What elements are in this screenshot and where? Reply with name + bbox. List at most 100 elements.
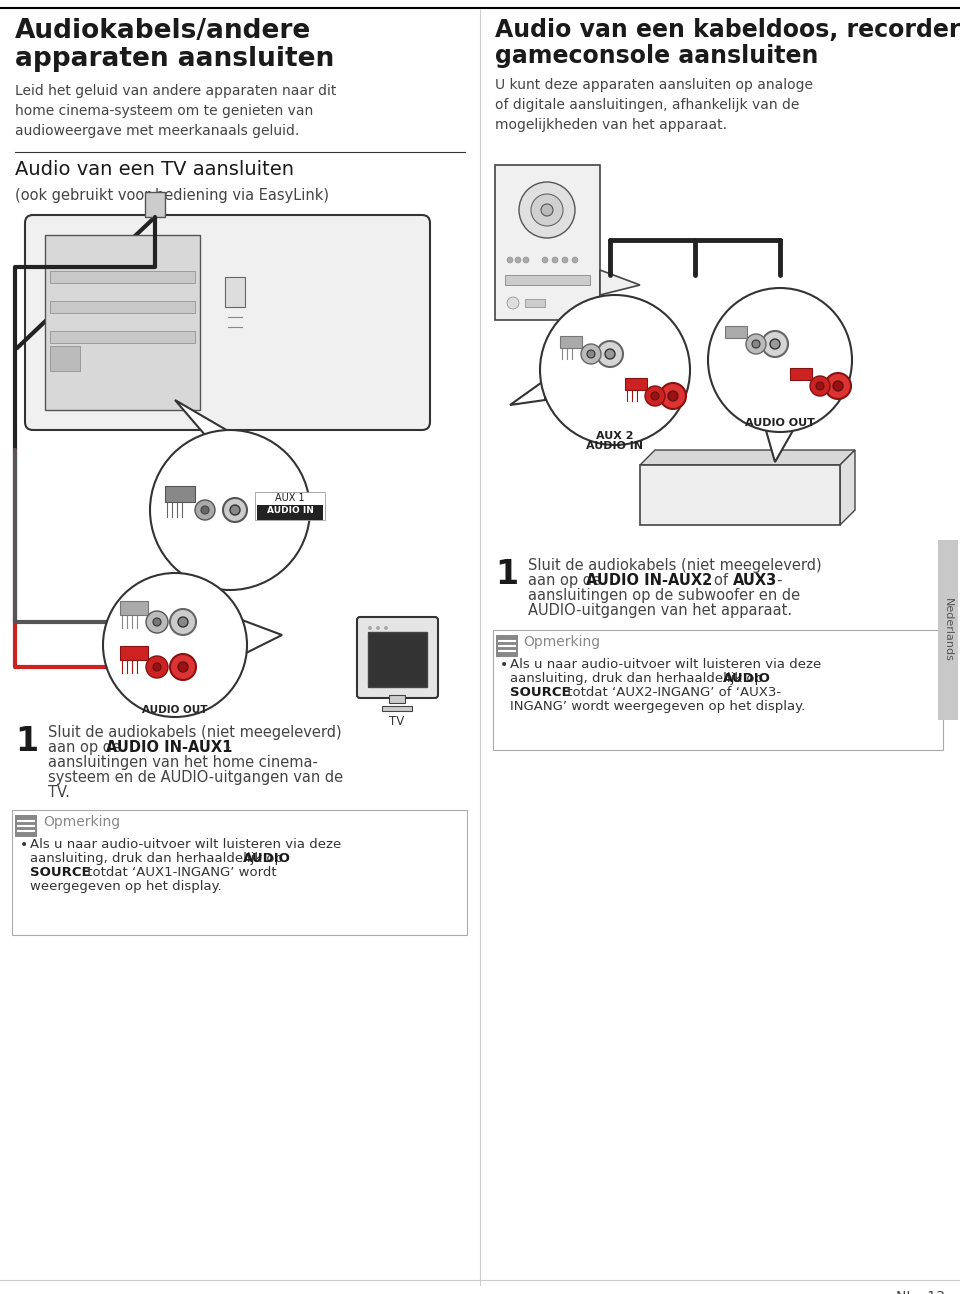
Circle shape xyxy=(542,258,548,263)
Text: •: • xyxy=(20,839,28,851)
Text: TV: TV xyxy=(390,716,404,729)
Text: AUX3: AUX3 xyxy=(733,573,778,587)
Bar xyxy=(120,646,148,660)
Text: TV.: TV. xyxy=(48,785,70,800)
Circle shape xyxy=(605,349,615,358)
Bar xyxy=(50,331,195,343)
Bar xyxy=(120,600,148,615)
Bar xyxy=(389,695,405,703)
Text: AUDIO IN: AUDIO IN xyxy=(267,506,313,515)
Circle shape xyxy=(376,626,380,630)
Bar xyxy=(640,465,840,525)
Circle shape xyxy=(201,506,209,514)
Text: (ook gebruikt voor bediening via EasyLink): (ook gebruikt voor bediening via EasyLin… xyxy=(15,188,329,203)
Text: Leid het geluid van andere apparaten naar dit
home cinema-systeem om te genieten: Leid het geluid van andere apparaten naa… xyxy=(15,84,336,138)
Bar xyxy=(625,378,647,389)
Text: aansluiting, druk dan herhaaldelijk op: aansluiting, druk dan herhaaldelijk op xyxy=(510,672,767,685)
Circle shape xyxy=(816,382,824,389)
Circle shape xyxy=(572,258,578,263)
Circle shape xyxy=(531,194,563,226)
Circle shape xyxy=(170,609,196,635)
Bar xyxy=(255,492,325,520)
Text: Sluit de audiokabels (niet meegeleverd): Sluit de audiokabels (niet meegeleverd) xyxy=(528,558,822,573)
Bar xyxy=(495,166,600,320)
Text: totdat ‘AUX1-INGANG’ wordt: totdat ‘AUX1-INGANG’ wordt xyxy=(83,866,276,879)
Text: INGANG’ wordt weergegeven op het display.: INGANG’ wordt weergegeven op het display… xyxy=(510,700,805,713)
Circle shape xyxy=(587,349,595,358)
Circle shape xyxy=(507,298,519,309)
Text: Opmerking: Opmerking xyxy=(43,815,120,829)
Text: Als u naar audio-uitvoer wilt luisteren via deze: Als u naar audio-uitvoer wilt luisteren … xyxy=(30,839,341,851)
Text: •: • xyxy=(500,659,508,672)
Text: AUDIO IN-AUX2: AUDIO IN-AUX2 xyxy=(586,573,712,587)
Text: U kunt deze apparaten aansluiten op analoge
of digitale aansluitingen, afhankeli: U kunt deze apparaten aansluiten op anal… xyxy=(495,78,813,132)
Text: totdat ‘AUX2-INGANG’ of ‘AUX3-: totdat ‘AUX2-INGANG’ of ‘AUX3- xyxy=(563,686,781,699)
Text: Audio van een kabeldoos, recorder of: Audio van een kabeldoos, recorder of xyxy=(495,18,960,41)
Text: 1: 1 xyxy=(495,558,518,591)
Polygon shape xyxy=(175,400,235,435)
Bar xyxy=(560,336,582,348)
Text: Opmerking: Opmerking xyxy=(523,635,600,650)
Circle shape xyxy=(519,182,575,238)
Bar xyxy=(368,631,427,687)
Circle shape xyxy=(668,391,678,401)
Text: aansluitingen van het home cinema-: aansluitingen van het home cinema- xyxy=(48,754,318,770)
Text: Sluit de audiokabels (niet meegeleverd): Sluit de audiokabels (niet meegeleverd) xyxy=(48,725,342,740)
Circle shape xyxy=(170,653,196,681)
Circle shape xyxy=(178,663,188,672)
Circle shape xyxy=(368,626,372,630)
Circle shape xyxy=(541,204,553,216)
Bar xyxy=(725,326,747,338)
Circle shape xyxy=(645,386,665,406)
Bar xyxy=(45,236,200,410)
Text: AUX 1: AUX 1 xyxy=(276,493,305,503)
Bar xyxy=(165,487,195,502)
Circle shape xyxy=(810,377,830,396)
Text: AUDIO IN: AUDIO IN xyxy=(587,441,643,452)
Circle shape xyxy=(146,611,168,633)
Circle shape xyxy=(230,505,240,515)
Text: AUDIO-uitgangen van het apparaat.: AUDIO-uitgangen van het apparaat. xyxy=(528,603,792,619)
Bar xyxy=(50,345,80,371)
Polygon shape xyxy=(765,427,795,462)
Polygon shape xyxy=(242,620,282,655)
Circle shape xyxy=(833,380,843,391)
Circle shape xyxy=(178,617,188,628)
Circle shape xyxy=(752,340,760,348)
Text: aansluiting, druk dan herhaaldelijk op: aansluiting, druk dan herhaaldelijk op xyxy=(30,851,287,864)
Circle shape xyxy=(507,258,513,263)
Text: NL   13: NL 13 xyxy=(896,1290,945,1294)
Text: Nederlands: Nederlands xyxy=(943,598,953,663)
Text: gameconsole aansluiten: gameconsole aansluiten xyxy=(495,44,818,69)
Circle shape xyxy=(746,334,766,355)
Text: aan op de: aan op de xyxy=(528,573,606,587)
Text: aansluitingen op de subwoofer en de: aansluitingen op de subwoofer en de xyxy=(528,587,800,603)
Text: AUX 2: AUX 2 xyxy=(596,431,634,441)
Bar xyxy=(50,270,195,283)
Bar xyxy=(525,299,545,307)
Text: AUDIO: AUDIO xyxy=(243,851,291,864)
Text: weergegeven op het display.: weergegeven op het display. xyxy=(30,880,222,893)
Circle shape xyxy=(523,258,529,263)
Text: -: - xyxy=(224,740,229,754)
Circle shape xyxy=(770,339,780,349)
Circle shape xyxy=(708,289,852,432)
Circle shape xyxy=(660,383,686,409)
Polygon shape xyxy=(510,380,545,405)
Circle shape xyxy=(195,499,215,520)
Bar xyxy=(225,277,245,307)
Circle shape xyxy=(552,258,558,263)
Bar xyxy=(15,815,37,837)
Bar xyxy=(493,630,943,751)
Text: systeem en de AUDIO-uitgangen van de: systeem en de AUDIO-uitgangen van de xyxy=(48,770,343,785)
Circle shape xyxy=(384,626,388,630)
Circle shape xyxy=(103,573,247,717)
Text: 1: 1 xyxy=(15,725,38,758)
Text: AUDIO IN-AUX1: AUDIO IN-AUX1 xyxy=(106,740,232,754)
Text: SOURCE: SOURCE xyxy=(30,866,90,879)
Polygon shape xyxy=(640,450,855,465)
Bar xyxy=(257,505,323,520)
Circle shape xyxy=(825,373,851,399)
Text: AUDIO OUT: AUDIO OUT xyxy=(142,705,207,716)
Circle shape xyxy=(153,619,161,626)
